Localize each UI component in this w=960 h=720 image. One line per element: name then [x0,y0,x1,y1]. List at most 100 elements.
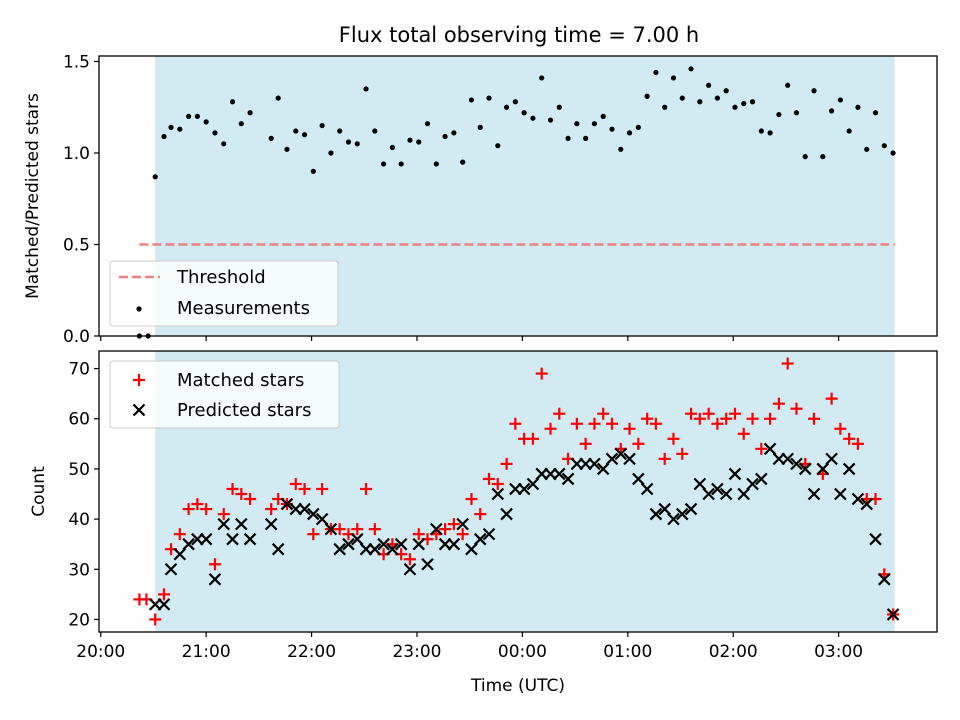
measurement-point [547,117,554,123]
x-tick-label: 01:00 [603,642,652,662]
ratio-legend-box [109,260,339,327]
matched-star-point [641,412,654,425]
measurement-point [881,143,887,149]
measurement-point [328,150,334,156]
measurement-point [284,146,290,152]
x-stroke [702,487,715,501]
measurement-point [644,93,650,99]
predicted-star-point [878,573,891,586]
matched-star-point [474,508,487,521]
measurement-point [741,100,747,107]
x-stroke [447,537,461,551]
measurement-point [635,124,641,130]
predicted-star-point [781,452,794,466]
x-stroke [517,482,531,496]
measurement-point [785,82,791,88]
y-tick-label: 0.0 [63,327,90,347]
matched-star-point [676,447,689,460]
measurement-point [556,104,562,110]
x-stroke [465,542,478,556]
matched-star-point [447,518,460,531]
measurement-point [872,110,879,116]
predicted-star-point [605,452,619,466]
x-stroke [500,507,513,521]
x-stroke [728,467,742,481]
matched-star-point [456,528,469,541]
measurement-point [670,75,677,81]
predicted-star-point [412,537,426,551]
predicted-star-point [719,487,733,501]
x-stroke [264,517,278,531]
counts-y-label: Count [29,466,49,517]
x-stroke [235,517,248,531]
matched-star-point [491,477,504,490]
matched-star-point [182,503,195,516]
predicted-star-point [728,467,742,481]
measurement-point [609,126,615,132]
x-stroke [132,403,146,417]
predicted-star-point [394,537,408,551]
matched-star-point [535,367,548,380]
matched-star-point [544,422,557,435]
measurement-point [530,115,536,121]
matched-star-point [289,477,302,490]
predicted-star-point [640,482,654,496]
x-stroke [386,542,399,556]
matched-star-point [720,412,733,425]
predicted-star-point [553,467,566,481]
measurement-point [177,126,183,132]
matched-star-point [412,528,425,541]
predicted-star-point [235,517,248,531]
legend-predicted-swatch [132,403,146,417]
measurement-point [363,86,369,92]
x-stroke [350,532,364,546]
matched-star-point [711,417,724,430]
x-stroke [869,532,882,546]
predicted-star-point [368,542,382,556]
x-stroke [596,462,610,476]
measurement-point [168,124,174,130]
predicted-star-point [182,537,195,551]
predicted-star-point [132,403,146,417]
measurement-point [389,144,395,151]
matched-star-point [790,402,803,415]
y-tick-label: 40 [68,510,90,530]
measurement-point [688,66,694,72]
x-stroke [412,537,426,551]
predicted-star-point [324,522,338,536]
matched-star-point [158,588,171,601]
predicted-star-point [264,517,278,531]
measurement-point [442,133,448,140]
x-stroke [482,527,496,541]
x-stroke [693,477,707,491]
x-stroke [667,512,680,526]
measurement-point [319,122,325,129]
predicted-star-point [164,562,178,576]
measurement-point [238,121,244,127]
measurement-point [811,88,817,94]
matched-star-point [702,407,715,420]
measurement-point [185,113,192,119]
ratio-panel: 0.0 0.5 1.0 1.5 Matched/Predicted stars Thr… [23,52,938,347]
x-stroke [164,562,178,576]
predicted-star-point [157,598,171,611]
y-tick-label: 60 [68,410,90,430]
predicted-star-point [869,532,882,546]
x-stroke [243,532,257,546]
matched-star-point [307,528,320,541]
figure-title: Flux total observing time = 7.00 h [339,23,699,47]
x-stroke [315,512,329,526]
x-stroke [208,573,222,586]
measurement-point [793,110,800,116]
predicted-star-point [746,477,759,491]
matched-star-point [226,482,239,495]
matched-star-point [553,407,566,420]
matched-star-point [825,392,838,405]
predicted-star-point [790,457,803,471]
matched-star-point [298,482,311,495]
measurement-point [583,135,589,141]
predicted-star-point [403,562,417,576]
matched-star-point [605,417,618,430]
measurement-point [828,108,835,114]
